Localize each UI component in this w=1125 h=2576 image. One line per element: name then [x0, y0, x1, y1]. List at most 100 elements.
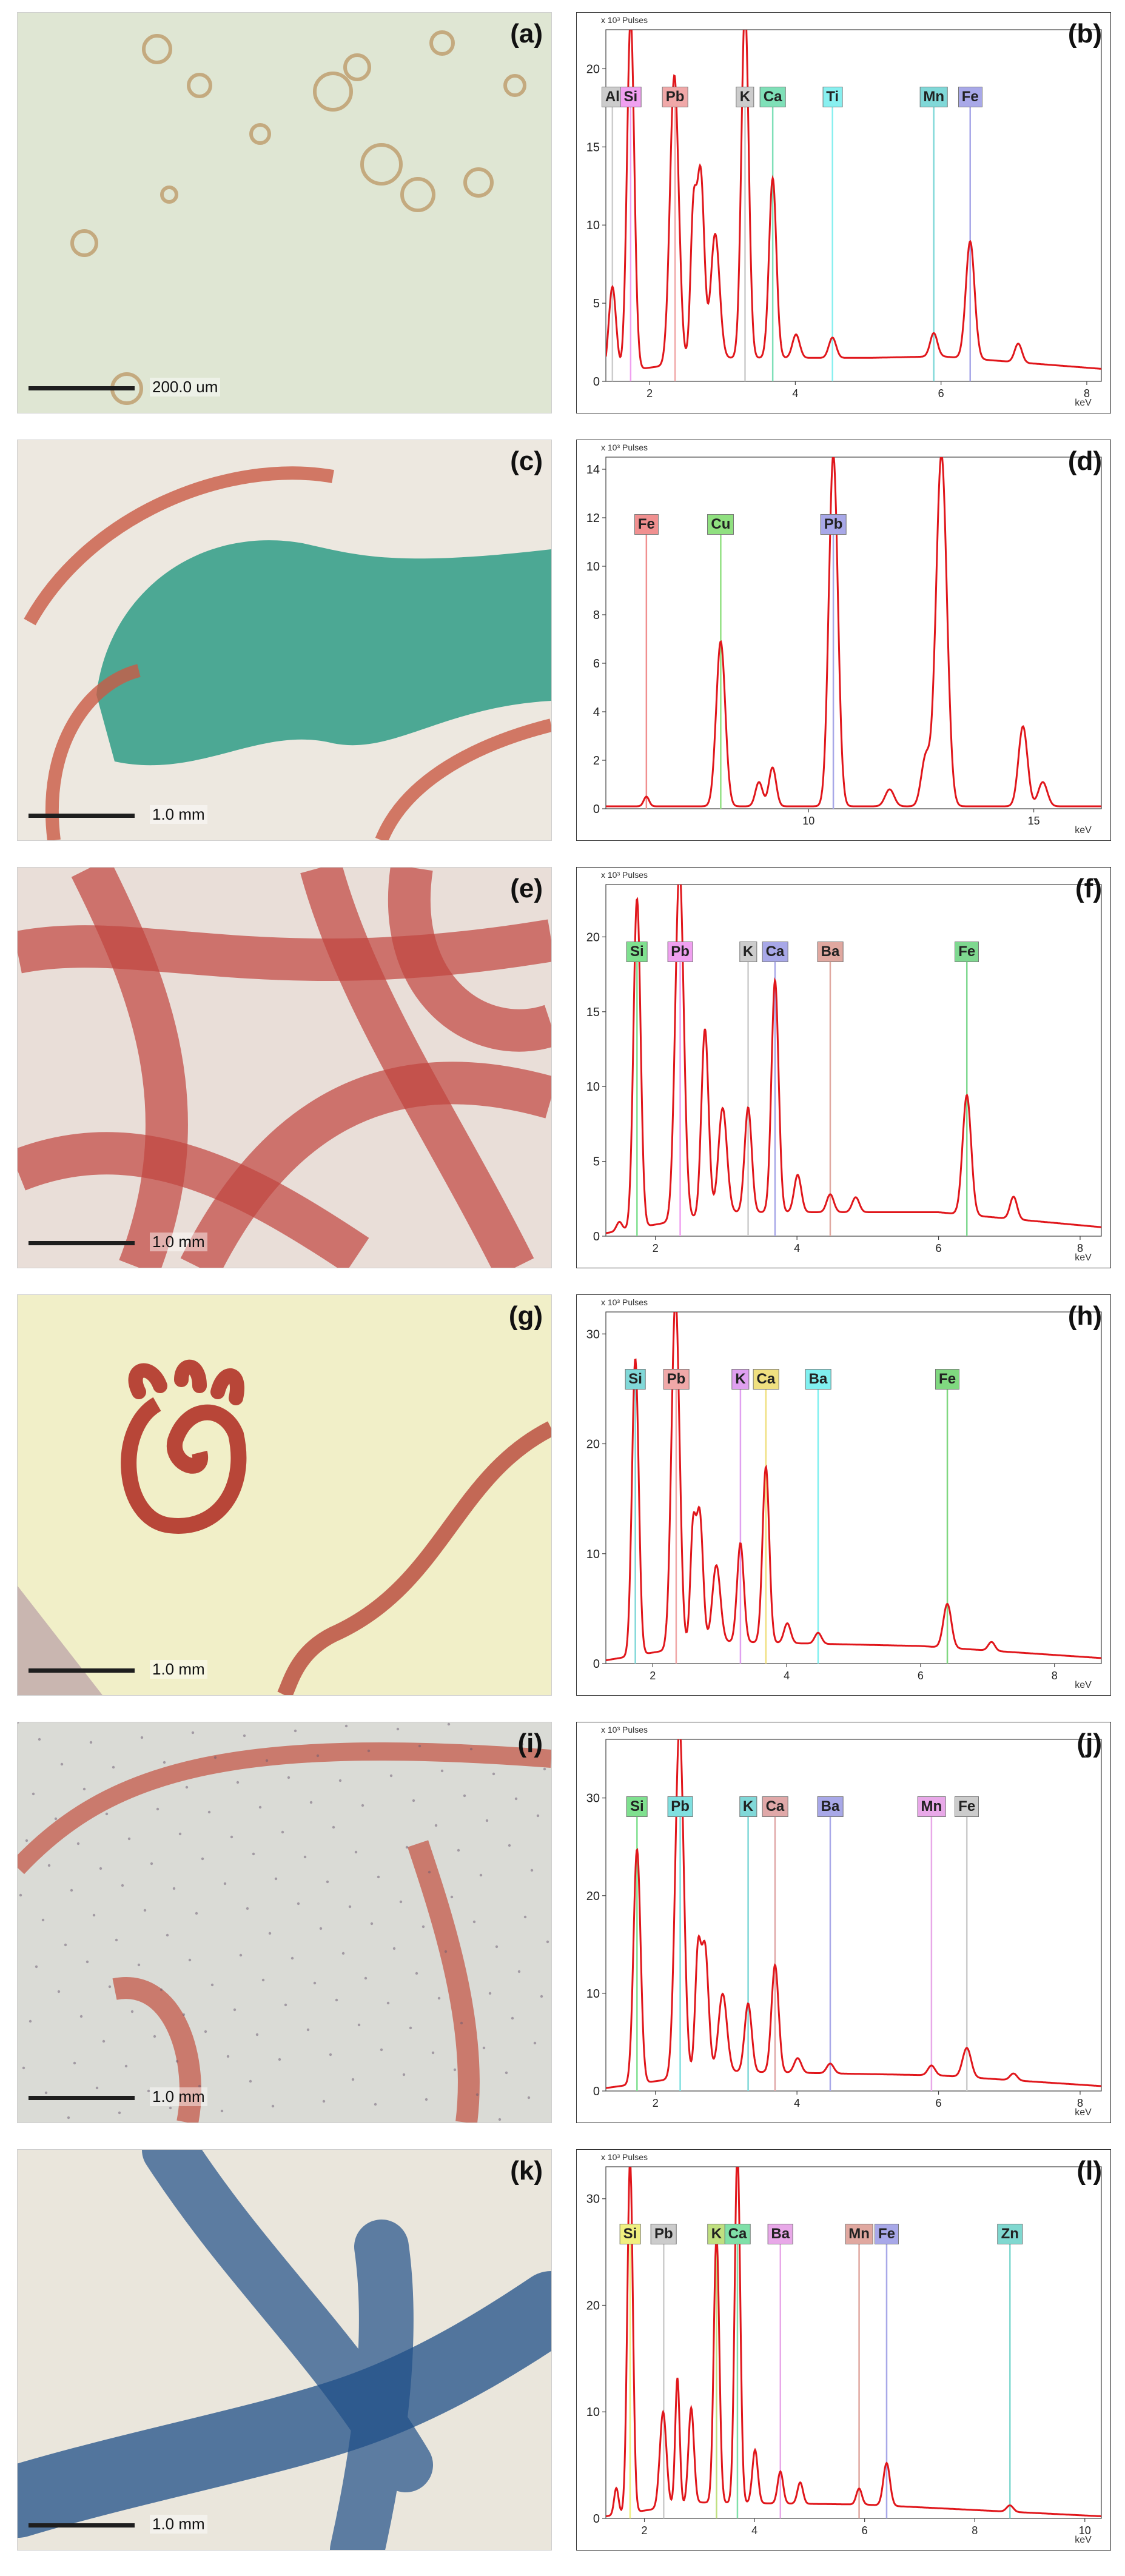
spectrum-line	[606, 457, 1101, 808]
x-tick-label: 8	[1077, 1242, 1083, 1254]
spectrum-chart: 0 10 20 30 2 4 6 8 10 keV x 10³ Pulses (l) Si Pb K Ca Ba…	[576, 2149, 1111, 2551]
spectrum-line	[606, 1312, 1101, 1662]
spectrum-panel-label: (f)	[1075, 874, 1102, 903]
plot-frame	[605, 1739, 1102, 2092]
x-axis-label: keV	[1075, 825, 1092, 835]
y-tick-label: 0	[593, 375, 600, 389]
y-tick-label: 20	[586, 931, 600, 944]
y-axis-label: x 10³ Pulses	[601, 15, 648, 25]
spectrum-line	[606, 2167, 1101, 2517]
micrograph-drawing	[18, 868, 551, 1268]
y-tick-label: 8	[593, 609, 600, 622]
x-tick-label: 2	[653, 2097, 659, 2109]
element-tag-mn: Mn	[917, 1796, 946, 1817]
y-tick-label: 5	[593, 297, 600, 310]
particle-mark	[313, 72, 353, 112]
x-tick-label: 10	[1079, 2524, 1091, 2537]
y-tick-label: 2	[593, 754, 600, 768]
y-axis-label: x 10³ Pulses	[601, 1725, 648, 1735]
micrograph-drawing	[18, 1359, 551, 1695]
element-tag-cu: Cu	[707, 514, 734, 535]
plot-frame	[605, 2166, 1102, 2519]
scale-bar: 1.0 mm	[29, 2087, 207, 2110]
y-axis-label: x 10³ Pulses	[601, 1297, 648, 1307]
spectrum-chart: 0 10 20 30 2 4 6 8 keV x 10³ Pulses (h) Si Pb K Ca Ba Fe	[576, 1294, 1111, 1696]
element-tag-si: Si	[619, 2224, 641, 2244]
element-tag-zn: Zn	[997, 2224, 1023, 2244]
micrograph-image: (a) 200.0 um	[17, 12, 552, 413]
figure-row: (g) 1.0 mm 0 10 20 30 2 4 6 8 keV x 10³ Pulses (h) Si…	[0, 1294, 1125, 1696]
micrograph-panel-label: (c)	[510, 446, 543, 476]
spectrum-chart: 0 5 10 15 20 2 4 6 8 keV x 10³ Pulses (b) Al Si Pb K Ca T…	[576, 12, 1111, 413]
x-tick-label: 8	[972, 2524, 978, 2537]
x-tick-label: 4	[792, 387, 798, 400]
y-tick-label: 20	[586, 2299, 600, 2312]
spectrum-line	[606, 885, 1101, 1234]
x-axis-label: keV	[1075, 1253, 1092, 1263]
scale-bar: 1.0 mm	[29, 1233, 207, 1256]
element-tag-fe: Fe	[874, 2224, 899, 2244]
particle-mark	[360, 143, 403, 186]
micrograph-image: (k) 1.0 mm	[17, 2149, 552, 2551]
y-tick-label: 0	[593, 1658, 600, 1671]
y-tick-label: 6	[593, 657, 600, 671]
y-tick-label: 0	[593, 803, 600, 816]
scale-bar: 200.0 um	[29, 378, 221, 401]
element-tag-fe: Fe	[634, 514, 659, 535]
y-tick-label: 20	[586, 1438, 600, 1451]
x-tick-label: 8	[1052, 1670, 1058, 1682]
x-tick-label: 4	[784, 1670, 790, 1682]
micrograph-drawing	[70, 30, 526, 405]
particle-mark	[142, 34, 172, 64]
scale-bar-text: 1.0 mm	[150, 2087, 207, 2106]
y-tick-label: 15	[586, 1006, 600, 1019]
y-tick-label: 20	[586, 1890, 600, 1903]
x-tick-label: 6	[936, 2097, 942, 2109]
x-axis-label: keV	[1075, 2107, 1092, 2118]
scale-bar: 1.0 mm	[29, 2515, 207, 2538]
y-tick-label: 0	[593, 2085, 600, 2098]
micrograph-image: (e) 1.0 mm	[17, 867, 552, 1268]
scale-bar-line	[29, 1241, 135, 1245]
element-tag-pb: Pb	[820, 514, 847, 535]
figure-row: (k) 1.0 mm 0 10 20 30 2 4 6 8 10 keV x 10³ Pulses (l)…	[0, 2149, 1125, 2551]
scale-bar-line	[29, 386, 135, 390]
y-tick-label: 10	[586, 219, 600, 232]
element-tag-al: Al	[601, 87, 623, 107]
scale-bar-line	[29, 2523, 135, 2527]
y-tick-label: 20	[586, 62, 600, 76]
figure-row: (i) 1.0 mm 0 10 20 30 2 4 6 8 keV x 10³ Pulses (j) Si…	[0, 1722, 1125, 2123]
plot-frame	[605, 457, 1102, 809]
micrograph-panel-label: (g)	[508, 1301, 543, 1331]
particle-mark	[249, 123, 271, 145]
x-tick-label: 2	[650, 1670, 656, 1682]
element-tag-si: Si	[620, 87, 642, 107]
element-tag-k: K	[736, 87, 754, 107]
micrograph-panel-label: (a)	[510, 19, 543, 49]
element-tag-k: K	[739, 1796, 757, 1817]
particle-mark	[400, 177, 435, 212]
particle-mark	[429, 30, 455, 56]
element-tag-fe: Fe	[955, 942, 979, 962]
micrograph-panel-label: (e)	[510, 874, 543, 903]
x-tick-label: 2	[642, 2524, 648, 2537]
y-tick-label: 5	[593, 1156, 600, 1169]
scale-bar: 1.0 mm	[29, 805, 207, 828]
y-tick-label: 10	[586, 2406, 600, 2419]
y-axis-label: x 10³ Pulses	[601, 2152, 648, 2162]
y-tick-label: 10	[586, 560, 600, 574]
element-tag-k: K	[731, 1369, 750, 1390]
plot-frame	[605, 884, 1102, 1237]
x-tick-label: 2	[646, 387, 653, 400]
micrograph-drawing	[18, 2150, 551, 2550]
scale-bar-text: 200.0 um	[150, 378, 221, 396]
y-axis-label: x 10³ Pulses	[601, 870, 648, 880]
spectrum-panel-label: (h)	[1067, 1301, 1102, 1331]
x-tick-label: 6	[938, 387, 944, 400]
particle-mark	[463, 167, 494, 198]
particle-mark	[503, 74, 526, 97]
element-tag-ba: Ba	[767, 2224, 794, 2244]
y-tick-label: 30	[586, 2193, 600, 2206]
